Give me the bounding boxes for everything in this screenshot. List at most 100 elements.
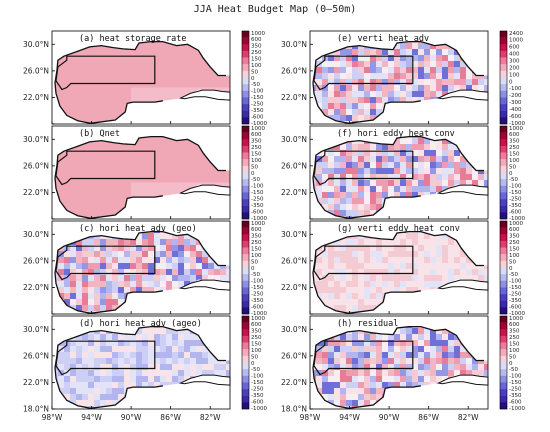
colorbar-segment <box>242 316 249 323</box>
colorbar-tick-label: 600 <box>251 132 262 138</box>
colorbar-segment <box>500 389 507 396</box>
us-coastline <box>314 40 484 77</box>
colorbar-segment <box>242 300 249 308</box>
colorbar-tick-label: -200 <box>509 93 522 99</box>
colorbar-tick-label: -600 <box>509 114 522 120</box>
colorbar-tick-label: 600 <box>251 37 262 43</box>
mexico-coastline <box>312 260 421 314</box>
colorbar-tick-label: -600 <box>509 399 522 405</box>
colorbar-tick-label: -300 <box>509 100 522 106</box>
colorbar-segment <box>242 57 249 65</box>
colorbar-tick-label: 350 <box>251 329 262 335</box>
colorbar-segment <box>500 260 507 268</box>
colorbar-segment <box>242 362 249 370</box>
field-cells <box>313 41 488 124</box>
colorbar-segment <box>242 64 249 72</box>
colorbar-tick-label: 100 <box>509 158 520 164</box>
colorbar-tick-label: -600 <box>251 399 264 405</box>
colorbar-tick-label: -350 <box>251 298 264 304</box>
lat-tick-label: 30.0°N <box>281 230 307 239</box>
lat-tick-label: 26.0°N <box>281 351 307 360</box>
colorbar-segment <box>500 44 507 52</box>
colorbar-tick-label: 250 <box>251 145 262 151</box>
colorbar-tick-label: -50 <box>509 272 518 278</box>
lat-tick-label: 26.0°N <box>23 161 49 170</box>
colorbar-tick-label: -1000 <box>251 311 267 317</box>
colorbar-segment <box>242 97 249 105</box>
colorbar-tick-label: -100 <box>251 279 264 285</box>
colorbar-segment <box>242 395 249 403</box>
colorbar-segment <box>242 382 249 390</box>
colorbar-tick-label: -50 <box>251 177 260 183</box>
colorbar-segment <box>500 395 507 403</box>
colorbar-tick-label: 150 <box>509 342 520 348</box>
colorbar-segment <box>242 240 249 248</box>
map-panel-1: (a) heat storage rate 30.0°N 26.0°N 22.0°N <box>23 30 231 125</box>
colorbar-tick-label: 150 <box>251 247 262 253</box>
colorbar-tick-label: 250 <box>251 50 262 56</box>
colorbar-tick-label: -350 <box>251 393 264 399</box>
panel-frame <box>51 30 231 125</box>
colorbar-segment <box>500 254 507 262</box>
colorbar-tick-label: 1000 <box>509 126 523 132</box>
colorbar-tick-label: 250 <box>509 335 520 341</box>
colorbar-segment <box>500 126 507 133</box>
colorbar-tick-label: 350 <box>251 44 262 50</box>
colorbar-segment <box>242 287 249 295</box>
colorbar-tick-label: -250 <box>251 387 264 393</box>
colorbar-segment <box>242 192 249 200</box>
map-panel-3: (c) hori heat adv (geo) 30.0°N 26.0°N 22.0°… <box>23 220 231 315</box>
colorbar-segment <box>500 294 507 301</box>
colorbar-segment <box>500 221 507 228</box>
colorbar-tick-label: -1000 <box>509 216 525 222</box>
colorbar-tick-label: -100 <box>251 89 264 95</box>
colorbar-tick-label: 600 <box>509 322 520 328</box>
colorbar-segment <box>500 342 507 350</box>
colorbar-tick-label: -1000 <box>251 216 267 222</box>
colorbar-tick-label: -350 <box>251 108 264 114</box>
us-coastline <box>314 325 484 362</box>
colorbar-segment <box>500 369 507 376</box>
colorbar-segment <box>242 247 249 255</box>
colorbar-tick-label: 50 <box>251 354 258 360</box>
colorbar-segment <box>500 165 507 173</box>
colorbar-segment <box>242 234 249 242</box>
colorbar-segment <box>500 31 507 38</box>
figure-title: JJA Heat Budget Map (0–50m) <box>193 4 357 15</box>
colorbar-segment <box>500 152 507 160</box>
colorbar-segment <box>242 205 249 213</box>
colorbar-segment <box>242 104 249 111</box>
colorbar-segment <box>500 205 507 213</box>
lat-tick-label: 18.0°N <box>23 405 49 414</box>
colorbar-tick-label: -250 <box>509 292 522 298</box>
colorbar-tick-label: -150 <box>509 380 522 386</box>
colorbar-segment <box>242 280 249 288</box>
analysis-region-box <box>313 150 414 186</box>
colorbar-tick-label: 150 <box>251 152 262 158</box>
lat-tick-label: 22.0°N <box>281 283 307 292</box>
colorbar-segment <box>500 64 507 72</box>
lat-tick-label: 30.0°N <box>23 135 49 144</box>
colorbar-segment <box>242 172 249 180</box>
colorbar-tick-label: 0 <box>509 79 513 85</box>
colorbar-segment <box>500 234 507 242</box>
colorbar-segment <box>242 199 249 206</box>
analysis-region-box <box>313 340 414 376</box>
colorbar-tick-label: -250 <box>509 197 522 203</box>
colorbar-tick-label: 50 <box>251 164 258 170</box>
colorbar-segment <box>500 375 507 383</box>
colorbar-tick-label: -1000 <box>251 121 267 127</box>
colorbar-segment <box>242 307 249 315</box>
map-panel-4: (d) hori heat adv (ageo) 30.0°N 26.0°N 22.0… <box>23 315 231 422</box>
colorbar-segment <box>500 287 507 295</box>
colorbar-segment <box>500 185 507 193</box>
colorbar-tick-label: -600 <box>251 304 264 310</box>
colorbar-tick-label: 250 <box>251 240 262 246</box>
colorbar-tick-label: 350 <box>509 234 520 240</box>
colorbar-segment <box>500 322 507 330</box>
colorbar-tick-label: 1000 <box>251 126 265 132</box>
lat-tick-label: 26.0°N <box>281 256 307 265</box>
us-coastline <box>56 40 226 77</box>
colorbar-segment <box>242 145 249 153</box>
